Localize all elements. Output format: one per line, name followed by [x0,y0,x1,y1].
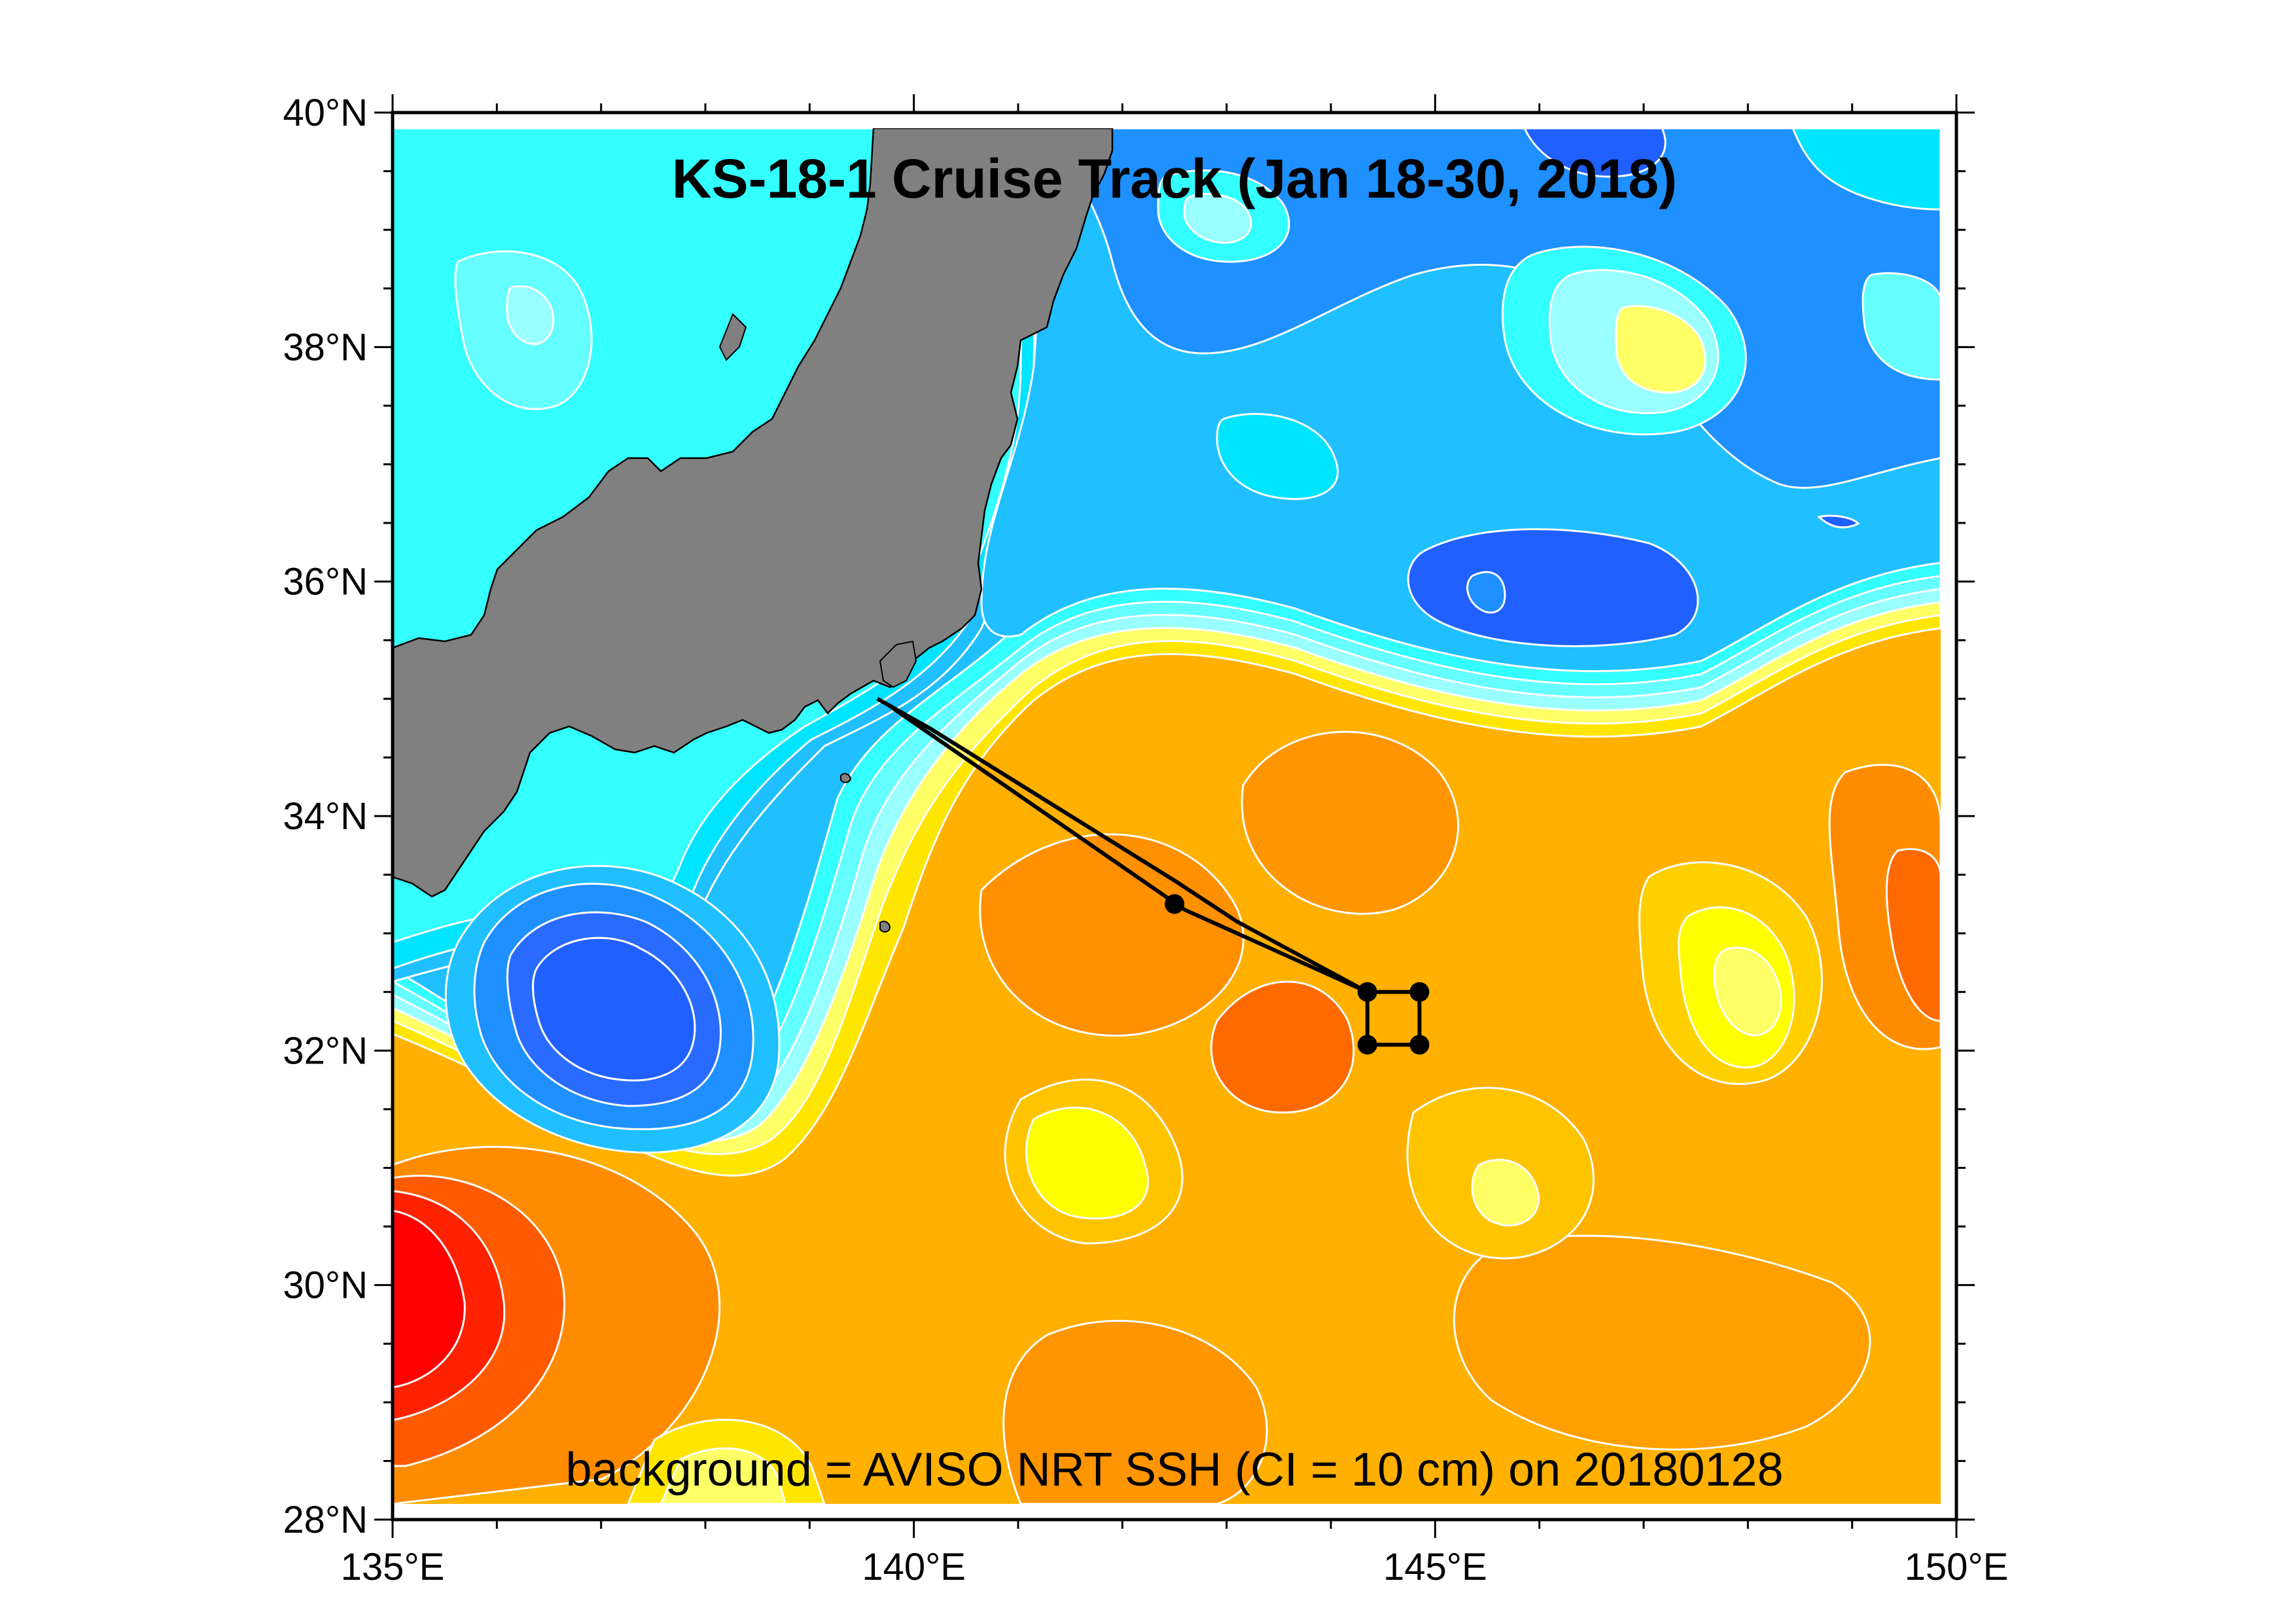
y-tick-label: 40°N [283,92,368,134]
cold-eddy [393,750,781,1154]
y-tick-label: 30°N [283,1264,368,1307]
warm-mid [979,730,1941,1260]
station-marker [1357,1035,1377,1055]
x-tick-label: 150°E [1905,1546,2009,1588]
cruise-track-layer [876,697,1430,1055]
map-caption: background = AVISO NRT SSH (CI = 10 cm) … [565,1444,1783,1496]
ssh-field [393,128,1941,1504]
y-tick-label: 38°N [283,326,368,368]
station-markers [1165,894,1430,1055]
y-tick-label: 34°N [283,795,368,838]
cruise-track-line [876,697,1422,1047]
y-tick-label: 28°N [283,1499,368,1541]
land-honshu [393,128,1114,933]
station-marker [1357,982,1377,1002]
station-marker [1409,982,1430,1002]
x-tick-label: 135°E [341,1546,445,1588]
axis-ticks: 135°E 140°E 145°E 150°E 28°N 30°N 32°N 34°N 36°N… [283,92,2008,1588]
warm-eddies [393,1146,1871,1504]
x-tick-label: 145°E [1383,1546,1487,1588]
map-title: KS-18-1 Cruise Track (Jan 18-30, 2018) [672,148,1677,209]
station-marker [1165,894,1184,914]
y-tick-label: 32°N [283,1029,368,1072]
x-tick-label: 140°E [862,1546,966,1588]
y-tick-label: 36°N [283,561,368,603]
station-marker [1409,1035,1430,1055]
